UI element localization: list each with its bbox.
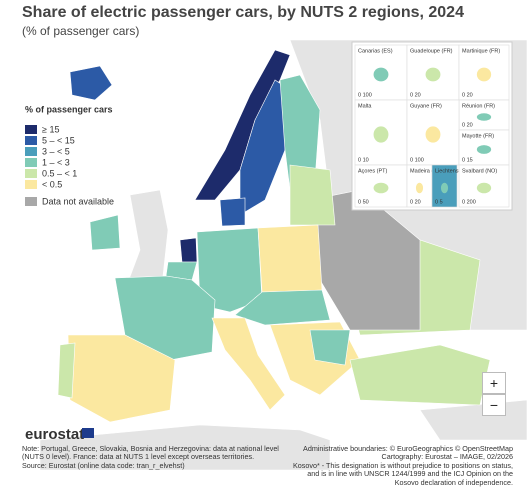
inset-label: Açores (PT) [358,168,388,174]
inset-shape [373,182,389,194]
inset-scale: 0 100 [358,92,372,98]
region [57,342,76,399]
inset-shape [425,126,441,143]
legend-swatch [25,125,37,134]
note-text: Note: Portugal, Greece, Slovakia, Bosnia… [22,444,279,462]
legend-label: 1 – < 3 [42,157,70,167]
legend-title: % of passenger cars [25,104,113,114]
inset-scale: 0 100 [410,157,424,163]
inset-shape [425,67,441,82]
inset-scale: 0 15 [462,157,473,163]
region [89,214,121,251]
region [179,237,198,263]
source: Source: Eurostat (online data code: tran… [22,460,185,470]
zoom-in[interactable]: + [482,372,506,394]
legend-swatch [25,197,37,206]
inset-scale: 0 20 [462,122,473,128]
inset-scale: 0 10 [358,157,369,163]
inset-label: Mayotte (FR) [462,133,494,139]
inset-label: Madeira (PT) [410,168,442,174]
inset-shape [373,67,389,82]
region [289,164,336,226]
insets: Canarias (ES) 0 100 Guadeloupe (FR) 0 20 Mar… [354,44,510,208]
inset-shape [373,126,389,143]
inset-label: Réunion (FR) [462,103,495,109]
legend-swatch [25,147,37,156]
region [67,334,176,423]
legend-label: Data not available [42,196,114,206]
inset-shape [476,182,492,194]
regions [57,49,491,423]
inset-scale: 0 5 [435,199,443,205]
inset-shape [476,145,492,154]
eu-flag [82,428,94,438]
region [234,289,331,326]
inset-label: Liechtenstein [435,168,467,174]
inset-scale: 0 20 [410,92,421,98]
legend-label: 3 – < 5 [42,146,70,156]
inset-shape [476,113,492,121]
legend-label: ≥ 15 [42,124,59,134]
legend-label: 0.5 – < 1 [42,168,77,178]
inset-label: Guadeloupe (FR) [410,48,453,54]
credits: Administrative boundaries: © EuroGeograp… [288,444,513,487]
legend-swatch [25,158,37,167]
legend-swatch [25,180,37,189]
inset-scale: 0 50 [358,199,369,205]
region [69,65,113,101]
inset-label: Svalbard (NO) [462,168,497,174]
inset-scale: 0 20 [462,92,473,98]
inset-scale: 0 200 [462,199,476,205]
inset-shape [415,182,424,194]
region [211,317,286,411]
inset-shape [440,182,449,194]
legend: ≥ 155 – < 153 – < 51 – < 30.5 – < 1< 0.5… [25,124,114,206]
region [194,49,291,201]
legend-swatch [25,136,37,145]
boundaries: Administrative boundaries: © EuroGeograp… [303,444,513,453]
region [257,224,323,293]
title: Share of electric passenger cars, by NUT… [22,4,464,21]
inset-label: Canarias (ES) [358,48,393,54]
note: Note: Portugal, Greece, Slovakia, Bosnia… [22,444,292,470]
subtitle: (% of passenger cars) [22,24,139,38]
inset-shape [476,67,492,82]
inset-scale: 0 20 [410,199,421,205]
inset-label: Martinique (FR) [462,48,500,54]
logo: eurostat [25,426,84,443]
zoom-out[interactable]: − [482,394,506,416]
legend-swatch [25,169,37,178]
inset-label: Guyane (FR) [410,103,442,109]
region [219,197,246,227]
region [349,344,491,406]
inset-label: Malta [358,103,372,109]
cartography: Cartography: Eurostat – IMAGE, 02/2026 [381,452,513,462]
region [309,329,351,366]
legend-label: < 0.5 [42,179,62,189]
legend-label: 5 – < 15 [42,135,75,145]
kosovo: Kosovo* - This designation is without pr… [292,460,513,487]
